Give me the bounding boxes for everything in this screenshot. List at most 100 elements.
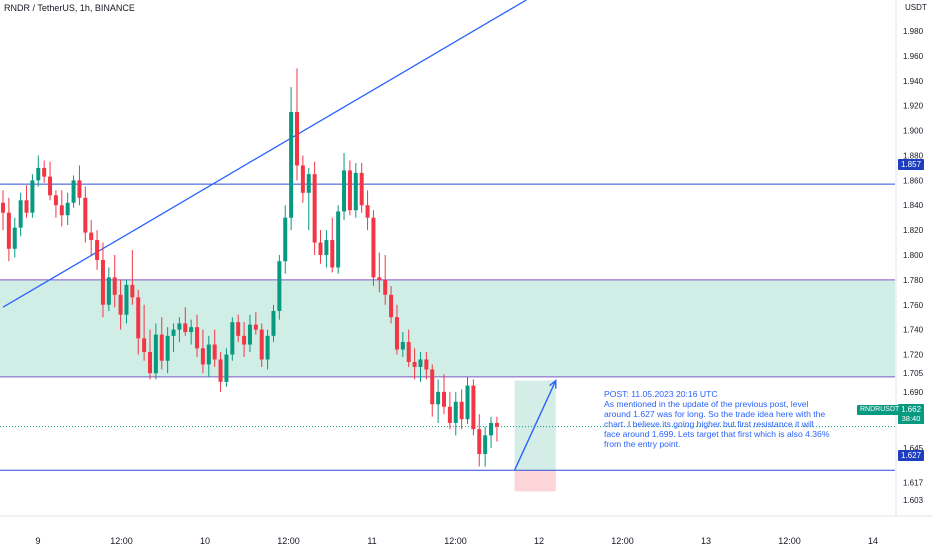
price-tick-label: 1.840: [903, 201, 924, 210]
annotation-line: from the entry point.: [604, 439, 681, 449]
candle-body: [89, 232, 94, 241]
candle-body: [494, 422, 499, 427]
time-tick-label: 14: [868, 536, 878, 546]
candle-body: [324, 240, 329, 255]
candle-body: [212, 344, 217, 360]
candle-body: [83, 197, 88, 233]
candle-body: [430, 369, 435, 405]
price-tick-label: 1.820: [903, 226, 924, 235]
trendline: [2, 0, 527, 308]
price-tick-label: 1.940: [903, 77, 924, 86]
price-tick-label: 1.960: [903, 52, 924, 61]
candle-body: [177, 323, 182, 330]
price-tick-label: 1.800: [903, 251, 924, 260]
candle-body: [65, 202, 70, 216]
candle-body: [371, 217, 376, 278]
price-tick-label: 1.645: [903, 444, 924, 453]
time-tick-label: 12:00: [611, 536, 634, 546]
candle-body: [112, 277, 117, 295]
candle-body: [247, 324, 252, 345]
candle-body: [200, 348, 205, 365]
candle-body: [436, 391, 441, 405]
candle-body: [24, 200, 29, 213]
candle-body: [406, 342, 411, 362]
annotation-line: POST: 11.05.2023 20:16 UTC: [604, 389, 718, 399]
candle-body: [300, 165, 305, 193]
price-tick-label: 1.740: [903, 326, 924, 335]
candle-body: [306, 174, 311, 193]
time-tick-label: 12:00: [444, 536, 467, 546]
candle-body: [159, 334, 164, 361]
candle-body: [218, 359, 223, 382]
candle-body: [118, 294, 123, 315]
lines-layer: [0, 0, 895, 471]
candle-body: [353, 172, 358, 211]
candle-body: [153, 334, 158, 374]
stop-box: [514, 470, 556, 492]
candle-body: [242, 335, 247, 345]
candle-body: [142, 338, 147, 353]
candle-body: [59, 205, 64, 216]
candle-body: [224, 354, 229, 382]
candle-body: [18, 200, 23, 228]
candle-body: [48, 176, 53, 196]
candle-body: [471, 385, 476, 430]
candle-body: [206, 344, 211, 365]
candle-body: [365, 205, 370, 218]
level-high-tag: 1.857: [898, 159, 925, 170]
price-tick-label: 1.860: [903, 176, 924, 185]
candle-body: [394, 317, 399, 350]
candle-body: [77, 180, 82, 198]
candle-body: [283, 217, 288, 262]
candle-body: [418, 359, 423, 367]
time-tick-label: 11: [367, 536, 376, 546]
candle-body: [442, 391, 446, 407]
annotation-line: chart. I believe its going higher but fi…: [604, 419, 814, 429]
candle-body: [71, 180, 76, 203]
candle-body: [195, 327, 200, 349]
price-tick-label: 1.603: [903, 496, 924, 505]
candle-body: [30, 180, 35, 213]
candle-body: [424, 359, 429, 370]
candle-body: [259, 329, 264, 360]
price-tick-label: 1.920: [903, 102, 924, 111]
symbol-title[interactable]: RNDR / TetherUS, 1h, BINANCE: [4, 3, 135, 13]
candle-body: [1, 202, 5, 213]
candle-body: [453, 401, 458, 423]
level-low-tag: 1.627: [898, 450, 925, 461]
annotation-line: As mentioned in the update of the previo…: [604, 399, 809, 409]
candle-body: [12, 227, 17, 249]
candle-body: [265, 335, 270, 360]
candle-body: [318, 242, 323, 255]
trade-annotation[interactable]: POST: 11.05.2023 20:16 UTC As mentioned …: [604, 389, 840, 449]
time-tick-label: 12:00: [277, 536, 300, 546]
time-tick-label: 13: [701, 536, 711, 546]
candle-body: [389, 294, 394, 318]
candle-body: [271, 310, 276, 336]
symbol-badge: RNDRUSDT: [857, 405, 903, 415]
annotation-line: around 1.627 was for long. So the trade …: [604, 409, 826, 419]
candle-body: [359, 172, 364, 206]
candle-body: [42, 167, 47, 177]
candle-body: [477, 429, 482, 455]
candle-body: [330, 240, 335, 268]
price-tick-label: 1.780: [903, 276, 924, 285]
axis-unit: USDT: [905, 3, 927, 12]
bar-countdown: 38:40: [898, 414, 924, 424]
candle-body: [483, 435, 488, 455]
candle-body: [124, 284, 129, 315]
candle-body: [342, 170, 347, 212]
price-tick-label: 1.760: [903, 301, 924, 310]
candle-body: [183, 323, 188, 333]
candle-body: [377, 277, 382, 280]
candle-body: [447, 406, 452, 423]
zone-layer: [0, 279, 895, 492]
candle-body: [459, 401, 464, 420]
candle-body: [289, 111, 294, 218]
candle-body: [465, 385, 470, 420]
price-tick-label: 1.980: [903, 27, 924, 36]
last-price-tag: 1.662: [898, 404, 925, 415]
time-tick-label: 12:00: [110, 536, 133, 546]
candle-body: [383, 279, 388, 295]
